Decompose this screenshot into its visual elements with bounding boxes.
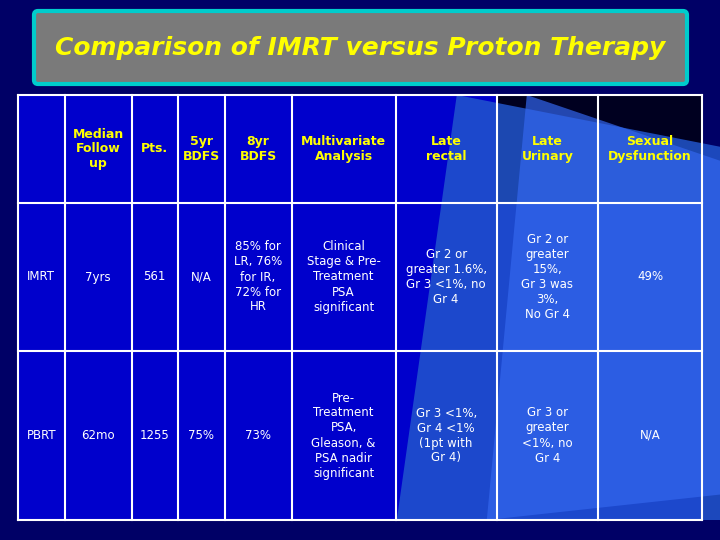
- Text: Gr 2 or
greater
15%,
Gr 3 was
3%,
No Gr 4: Gr 2 or greater 15%, Gr 3 was 3%, No Gr …: [521, 233, 573, 321]
- Text: Gr 3 or
greater
<1%, no
Gr 4: Gr 3 or greater <1%, no Gr 4: [522, 407, 572, 464]
- Text: Clinical
Stage & Pre-
Treatment
PSA
significant: Clinical Stage & Pre- Treatment PSA sign…: [307, 240, 381, 314]
- Text: 5yr
BDFS: 5yr BDFS: [183, 135, 220, 163]
- Polygon shape: [487, 95, 720, 520]
- Text: PBRT: PBRT: [27, 429, 56, 442]
- Text: 7yrs: 7yrs: [85, 271, 111, 284]
- Text: N/A: N/A: [191, 271, 212, 284]
- Text: 8yr
BDFS: 8yr BDFS: [240, 135, 276, 163]
- Text: Median
Follow
up: Median Follow up: [73, 127, 124, 171]
- Bar: [497, 95, 702, 203]
- Text: 561: 561: [143, 271, 166, 284]
- Text: Multivariate
Analysis: Multivariate Analysis: [301, 135, 386, 163]
- Polygon shape: [397, 95, 720, 520]
- Text: Pre-
Treatment
PSA,
Gleason, &
PSA nadir
significant: Pre- Treatment PSA, Gleason, & PSA nadir…: [311, 392, 376, 480]
- Text: Gr 3 <1%,
Gr 4 <1%
(1pt with
Gr 4): Gr 3 <1%, Gr 4 <1% (1pt with Gr 4): [415, 407, 477, 464]
- Text: 85% for
LR, 76%
for IR,
72% for
HR: 85% for LR, 76% for IR, 72% for HR: [234, 240, 282, 314]
- Text: 1255: 1255: [140, 429, 170, 442]
- FancyBboxPatch shape: [34, 11, 687, 84]
- Bar: [18, 95, 702, 520]
- Text: N/A: N/A: [639, 429, 660, 442]
- Text: IMRT: IMRT: [27, 271, 55, 284]
- Text: 49%: 49%: [637, 271, 663, 284]
- Text: Gr 2 or
greater 1.6%,
Gr 3 <1%, no
Gr 4: Gr 2 or greater 1.6%, Gr 3 <1%, no Gr 4: [405, 248, 487, 306]
- Text: Pts.: Pts.: [141, 143, 168, 156]
- Text: Sexual
Dysfunction: Sexual Dysfunction: [608, 135, 692, 163]
- Text: 73%: 73%: [245, 429, 271, 442]
- Text: 62mo: 62mo: [81, 429, 115, 442]
- Text: Late
Urinary: Late Urinary: [521, 135, 573, 163]
- Text: 75%: 75%: [189, 429, 215, 442]
- Text: Late
rectal: Late rectal: [426, 135, 467, 163]
- Text: Comparison of IMRT versus Proton Therapy: Comparison of IMRT versus Proton Therapy: [55, 36, 665, 59]
